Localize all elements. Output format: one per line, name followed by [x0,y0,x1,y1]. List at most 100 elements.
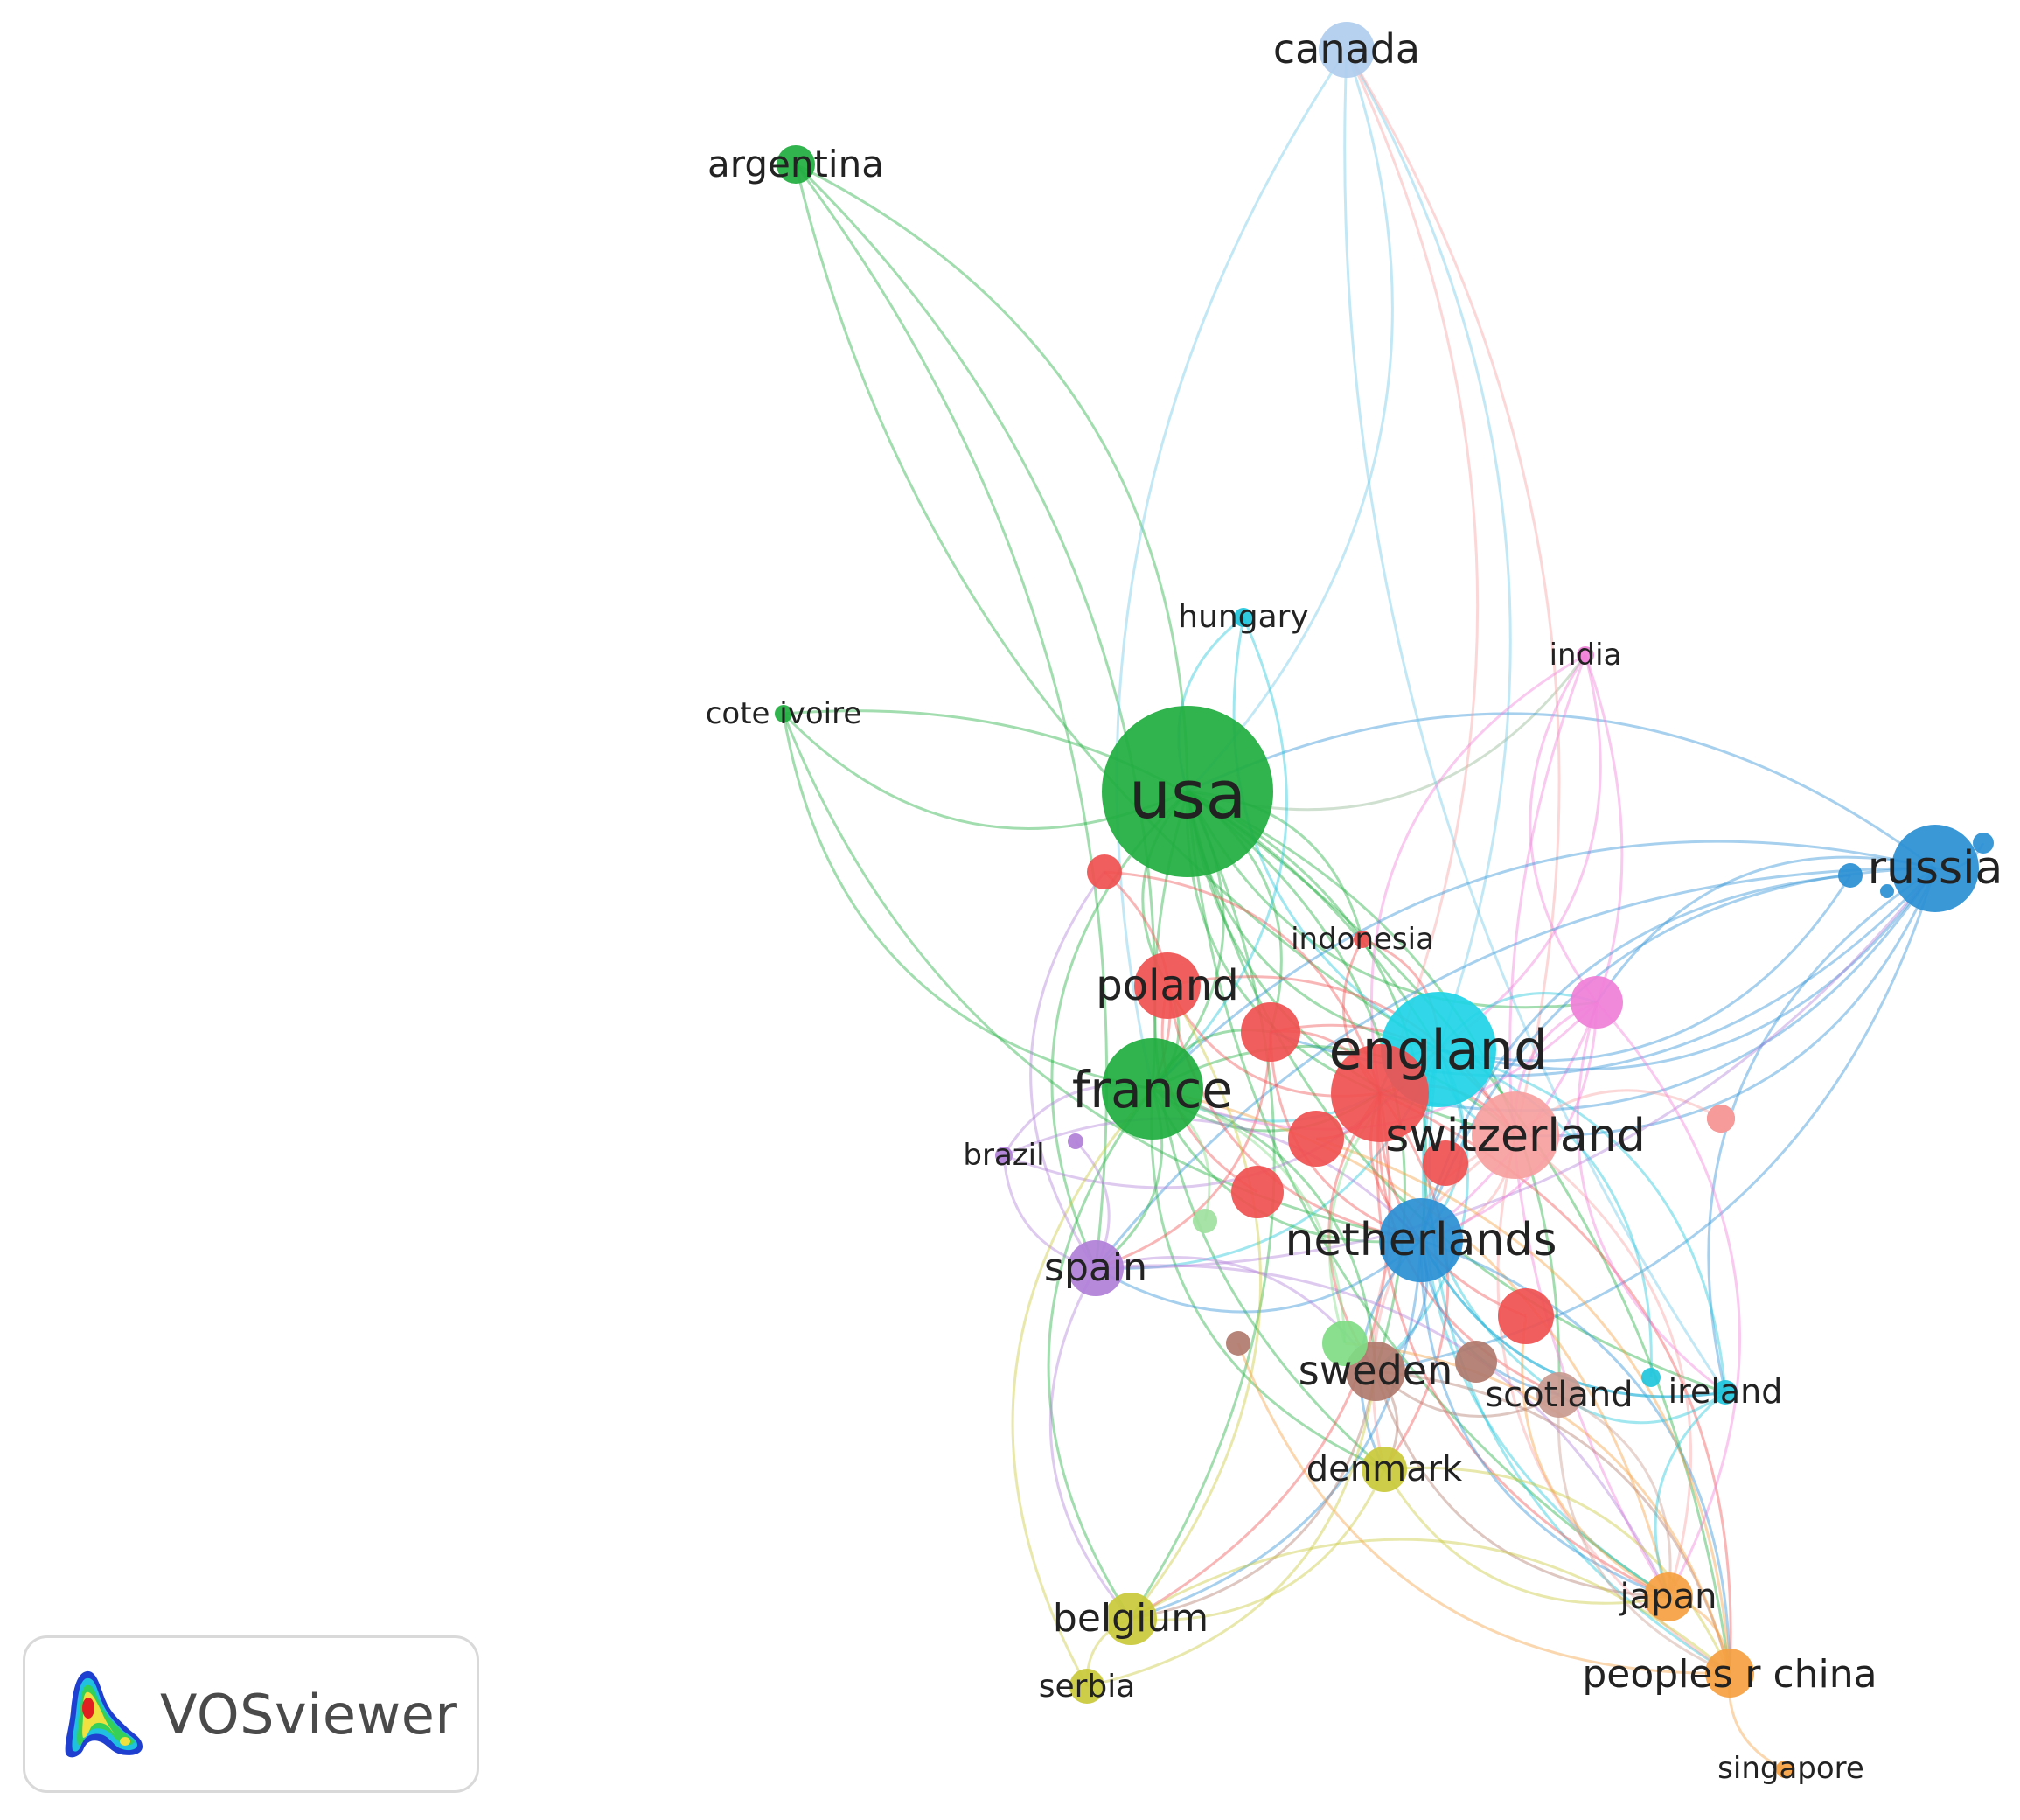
vosviewer-density-icon [65,1670,143,1758]
label-england: england [1329,1018,1549,1082]
node-usa[interactable] [1102,706,1273,877]
label-ireland: ireland [1668,1372,1783,1411]
link-netherlands-peoples-r-china [1420,1238,1731,1674]
link-denmark-belgium [1130,1468,1386,1621]
link-brazil-netherlands [1003,1117,1423,1242]
node-denmark[interactable] [1362,1447,1407,1492]
link-germany-japan [1376,1092,1669,1599]
node-france[interactable] [1102,1038,1203,1140]
node-canada[interactable] [1319,22,1375,78]
link-germany-denmark [1378,1092,1450,1470]
link-india-pink-mid [1529,654,1599,1003]
node-blue-b[interactable] [1880,884,1894,898]
node-belgium[interactable] [1104,1593,1157,1645]
network-links [782,49,1985,1771]
link-netherlands-spain [1095,1238,1422,1314]
node-cyan-s[interactable] [1641,1368,1661,1387]
link-usa-japan [1186,791,1669,1599]
link-denmark-peoples-r-china [1383,1466,1731,1674]
link-hungary-england [1232,617,1439,1051]
label-denmark: denmark [1306,1449,1463,1489]
node-czech[interactable] [1231,1166,1284,1218]
node-singapore[interactable] [1776,1761,1794,1778]
node-argentina[interactable] [777,145,815,184]
link-sweden-belgium [1130,1370,1377,1621]
node-japan[interactable] [1644,1572,1693,1621]
node-scotland[interactable] [1536,1372,1582,1418]
link-spain-japan [1095,1264,1670,1598]
node-lightgreen[interactable] [1322,1321,1368,1366]
node-brazil[interactable] [995,1147,1013,1164]
node-italy[interactable] [1241,1002,1300,1062]
label-peoples-r-china: peoples r china [1582,1652,1877,1697]
vosviewer-logo: VOSviewer [23,1635,479,1793]
node-blue-c[interactable] [1973,833,1994,854]
link-cote-ivoire-france [782,713,1153,1091]
node-brown-small[interactable] [1226,1331,1250,1356]
link-russia-spain [1094,867,1936,1269]
node-cote-ivoire[interactable] [775,705,792,722]
link-france-japan [1152,1087,1670,1598]
node-finland[interactable] [1423,1140,1468,1186]
node-switzerland[interactable] [1472,1091,1559,1179]
node-russia[interactable] [1891,825,1979,912]
node-ireland[interactable] [1713,1380,1738,1405]
link-slovakia-germany [1104,870,1382,1094]
link-spain-russia [1095,868,1937,1270]
label-russia: russia [1868,842,2003,895]
link-pink-mid-japan [1595,1001,1742,1598]
node-india[interactable] [1577,646,1594,664]
link-ireland-japan [1654,1391,1726,1598]
app-name: VOSviewer [160,1682,458,1747]
link-france-denmark [1150,1088,1385,1471]
network-labels: usa england france switzerland netherlands ru… [706,25,2003,1786]
link-scotland-japan [1558,1393,1672,1598]
link-spain-belgium [1049,1267,1132,1620]
node-netherlands[interactable] [1379,1198,1463,1282]
link-usa-peoples-r-china [1187,790,1731,1674]
label-sweden: sweden [1299,1347,1453,1394]
link-serbia-sweden [1086,1370,1377,1688]
link-argentina-france [794,163,1157,1090]
node-blue-a[interactable] [1838,863,1863,888]
link-hungary-france [1151,617,1288,1091]
link-russia-france [1151,840,1936,1091]
node-pink-right[interactable] [1707,1105,1735,1133]
link-england-ireland [1438,1048,1727,1393]
link-india-germany [1370,653,1586,1094]
node-slovakia[interactable] [1087,854,1122,889]
node-pink-mid[interactable] [1571,976,1623,1029]
node-poland[interactable] [1134,952,1201,1019]
node-germany[interactable] [1331,1044,1429,1142]
link-japan-norway [1521,1315,1669,1599]
node-lightgreen2[interactable] [1193,1209,1217,1233]
link-russia-switzerland [1515,868,1937,1138]
label-argentina: argentina [707,143,884,185]
link-russia-pink-mid [1595,855,1936,1003]
link-poland-netherlands [1166,985,1422,1242]
node-purple-s[interactable] [1068,1133,1083,1149]
label-india: india [1550,638,1622,673]
node-serbia[interactable] [1069,1669,1104,1704]
node-austria[interactable] [1288,1111,1344,1167]
link-denmark-japan [1383,1468,1669,1605]
node-hungary[interactable] [1234,608,1253,627]
label-hungary: hungary [1178,599,1308,635]
link-usa-argentina [795,163,1189,792]
node-spain[interactable] [1068,1240,1124,1296]
label-netherlands: netherlands [1285,1214,1557,1266]
link-netherlands-ireland [1419,1239,1726,1398]
link-cote-ivoire-netherlands [782,713,1422,1242]
node-peoples-r-china[interactable] [1705,1649,1754,1698]
node-indonesia[interactable] [1354,931,1371,948]
link-pink-mid-ireland [1576,1001,1726,1394]
label-usa: usa [1129,756,1246,833]
link-usa-canada [1186,49,1394,793]
node-brown-mid[interactable] [1455,1341,1497,1383]
link-canada-germany [1345,49,1480,1094]
link-scotland-ireland [1558,1391,1726,1425]
node-norway[interactable] [1498,1288,1554,1344]
link-canada-england [1345,49,1512,1050]
